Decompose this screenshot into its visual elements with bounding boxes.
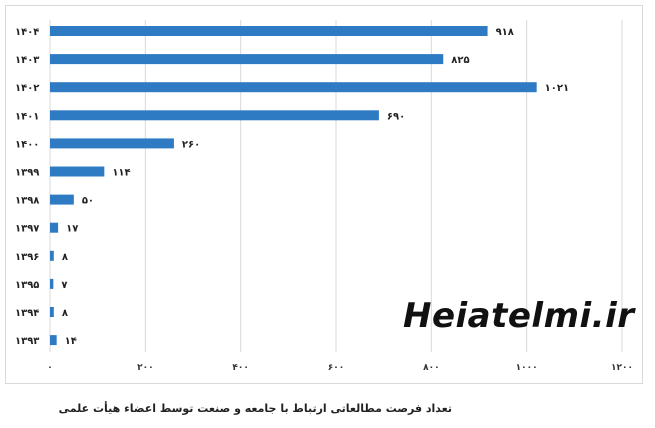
x-tick-label-3: ۶۰۰: [328, 363, 344, 373]
category-label-5: ۱۳۹۹: [15, 168, 39, 179]
category-label-2: ۱۴۰۲: [15, 83, 39, 94]
category-label-4: ۱۴۰۰: [15, 139, 39, 150]
x-tick-label-6: ۱۲۰۰: [611, 363, 633, 373]
bar-4: [50, 138, 174, 149]
value-label-4: ۲۶۰: [182, 139, 200, 150]
bar-2: [50, 82, 537, 93]
category-label-11: ۱۳۹۳: [15, 336, 39, 347]
value-label-0: ۹۱۸: [496, 27, 514, 38]
x-tick-label-0: ۰: [47, 363, 53, 373]
watermark-logo: Heiatelmi.ir: [403, 296, 635, 336]
bar-9: [50, 278, 54, 289]
chart-caption: تعداد فرصت مطالعاتی ارتباط با جامعه و صن…: [58, 402, 452, 415]
bar-0: [50, 26, 488, 36]
bar-7: [50, 222, 59, 233]
bar-11: [50, 335, 57, 346]
category-label-9: ۱۳۹۵: [15, 280, 39, 291]
x-tick-label-2: ۴۰۰: [232, 363, 248, 373]
bar-3: [50, 110, 379, 121]
category-label-0: ۱۴۰۴: [15, 27, 39, 38]
bar-1: [50, 54, 444, 65]
x-tick-label-1: ۲۰۰: [137, 363, 153, 373]
category-label-1: ۱۴۰۳: [15, 55, 39, 66]
category-label-10: ۱۳۹۴: [15, 308, 39, 319]
x-tick-label-5: ۱۰۰۰: [516, 363, 538, 373]
category-label-8: ۱۳۹۶: [15, 252, 39, 263]
value-label-9: ۷: [61, 280, 67, 291]
bar-6: [50, 194, 74, 205]
bar-8: [50, 250, 54, 261]
category-label-6: ۱۳۹۸: [15, 196, 39, 207]
value-label-3: ۶۹۰: [387, 111, 405, 122]
value-label-6: ۵۰: [82, 196, 94, 207]
bar-5: [50, 166, 105, 177]
category-label-3: ۱۴۰۱: [15, 111, 39, 122]
value-label-7: ۱۷: [66, 224, 78, 235]
value-label-8: ۸: [62, 252, 68, 263]
category-label-7: ۱۳۹۷: [15, 224, 39, 235]
x-tick-label-4: ۸۰۰: [423, 363, 439, 373]
value-label-5: ۱۱۴: [112, 168, 130, 179]
bar-10: [50, 307, 54, 317]
value-label-1: ۸۲۵: [451, 55, 469, 66]
value-label-2: ۱۰۲۱: [545, 83, 569, 94]
chart-frame: [5, 5, 643, 384]
value-label-10: ۸: [62, 308, 68, 319]
value-label-11: ۱۴: [65, 336, 77, 347]
